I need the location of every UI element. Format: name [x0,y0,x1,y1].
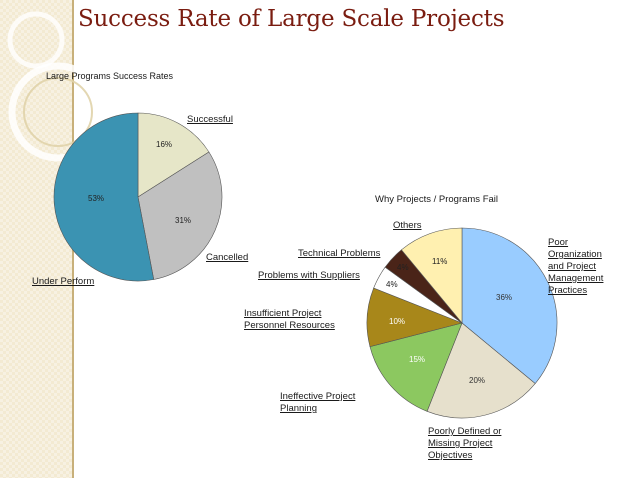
chart2-label-technical: Technical Problems [298,248,381,259]
label-line: Missing Project [428,438,493,449]
chart2-label-poor-organization: Poor Organization and Project Management… [548,237,603,297]
chart2-slice-poorly-defined-or-missing-project-objectives [426,322,536,419]
label-line: Personnel Resources [244,320,335,331]
chart2-slice-poor-organization-and-project-management-practices [461,227,558,384]
chart1-title: Large Programs Success Rates [46,71,174,81]
label-line: and Project [548,261,597,272]
chart1-pct-under-perform: 53% [88,194,105,203]
decorative-side-panel [0,0,72,478]
slide-title: Success Rate of Large Scale Projects [78,6,505,32]
label-line: Planning [280,403,317,414]
chart1-label-under-perform: Under Perform [32,276,95,287]
chart2-pct-technical: 4% [397,263,409,272]
chart2-pct-insufficient-resources: 10% [389,317,406,326]
label-line: Poor [548,237,569,248]
chart1-label-successful: Successful [187,114,233,125]
label-line: Objectives [428,450,473,461]
chart2-label-suppliers: Problems with Suppliers [258,270,360,281]
chart2-slice-ineffective-project-planning [369,322,463,412]
chart2-label-ineffective-planning: Ineffective Project Planning [280,391,355,415]
label-line: Practices [548,285,588,296]
chart1-slice-under-perform [53,112,155,282]
label-line: Poorly Defined or [428,426,502,437]
chart2-pct-suppliers: 4% [386,280,398,289]
chart2-title: Why Projects / Programs Fail [375,194,498,205]
chart2-slice-others [401,227,463,324]
chart2-pct-ineffective-planning: 15% [409,355,426,364]
chart2-pct-poor-organization: 36% [496,293,513,302]
chart2-label-insufficient-resources: Insufficient Project Personnel Resources [244,308,335,332]
label-line: Ineffective Project [280,391,356,402]
decorative-circles [7,11,108,162]
label-line: Organization [548,249,602,260]
chart2-label-poorly-defined: Poorly Defined or Missing Project Object… [428,426,501,462]
chart2-pct-others: 11% [432,257,448,266]
chart2-pct-poorly-defined: 20% [469,376,486,385]
chart1-slice-successful [137,112,210,198]
chart2-label-others: Others [393,220,422,231]
label-line: Insufficient Project [244,308,322,319]
chart1-pct-cancelled: 31% [175,216,192,225]
chart1-slice-cancelled [137,151,223,280]
chart1-pct-successful: 16% [156,140,173,149]
label-line: Management [548,273,604,284]
chart1-label-cancelled: Cancelled [206,252,249,263]
